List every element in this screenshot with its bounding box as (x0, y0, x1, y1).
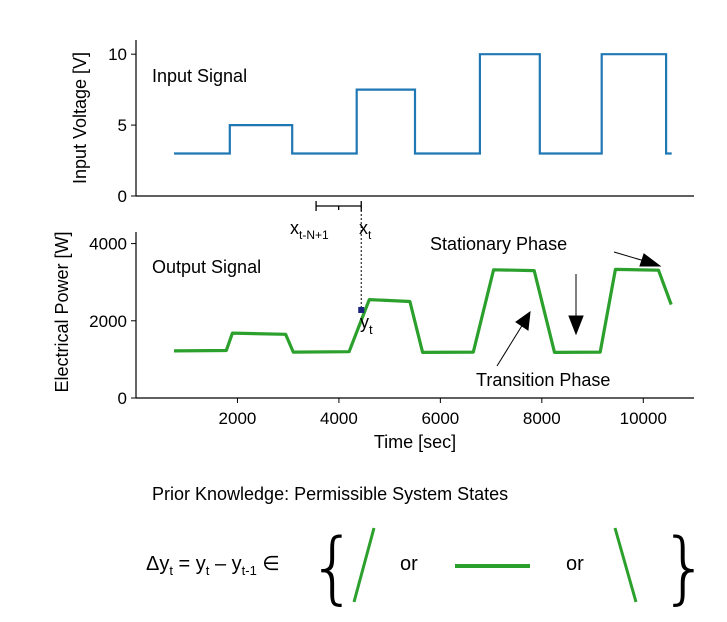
input-ytick-label: 5 (118, 116, 127, 135)
output-ytick-label: 4000 (89, 235, 127, 254)
window-start-label: xt-N+1 (290, 218, 329, 242)
input-ytick-label: 0 (118, 187, 127, 206)
output-xtick-label: 8000 (523, 409, 561, 428)
input-signal-chart: 0 5 10 Input Voltage [V] Input Signal (70, 40, 694, 206)
window-end-label: xt (359, 218, 372, 242)
output-signal-annotation: Output Signal (152, 257, 261, 277)
or-label-1: or (400, 553, 418, 575)
input-series-line (174, 53, 672, 155)
output-signal-chart: 0 2000 4000 2000 4000 6000 8000 10000 Electric… (52, 231, 694, 452)
output-ytick-label: 2000 (89, 312, 127, 331)
delta-formula: Δyt = yt – yt-1 ∈ (146, 553, 280, 578)
output-xtick-label: 2000 (219, 409, 257, 428)
left-brace: { (308, 523, 358, 613)
output-xtick-label: 4000 (320, 409, 358, 428)
falling-state-icon (613, 527, 638, 603)
output-xtick-label: 6000 (421, 409, 459, 428)
highlight-point-marker (358, 306, 365, 313)
arrowhead-stationary-down (568, 315, 584, 336)
output-series-line (173, 267, 673, 354)
transition-phase-label: Transition Phase (476, 370, 610, 390)
stationary-phase-label: Stationary Phase (430, 234, 567, 254)
output-y-ticks: 0 2000 4000 (89, 235, 136, 408)
input-signal-annotation: Input Signal (152, 66, 247, 86)
arrowhead-transition (515, 310, 531, 331)
arrow-transition (496, 323, 524, 367)
prior-knowledge: Prior Knowledge: Permissible System Stat… (146, 484, 710, 613)
output-xtick-label: 10000 (620, 409, 667, 428)
rising-state-icon (352, 527, 376, 603)
phase-arrows (496, 251, 662, 367)
output-ylabel: Electrical Power [W] (52, 231, 72, 392)
arrowhead-stationary-right (639, 253, 662, 267)
input-ytick-label: 10 (108, 45, 127, 64)
input-ylabel: Input Voltage [V] (70, 52, 90, 184)
output-ytick-label: 0 (118, 389, 127, 408)
input-y-ticks: 0 5 10 (108, 45, 136, 206)
right-brace: } (660, 523, 710, 613)
input-window-bracket: xt-N+1 xt (290, 201, 372, 307)
output-xlabel: Time [sec] (374, 432, 456, 452)
or-label-2: or (566, 553, 584, 575)
highlight-point-label: yt (360, 312, 373, 337)
output-x-ticks: 2000 4000 6000 8000 10000 (219, 398, 667, 428)
prior-knowledge-title: Prior Knowledge: Permissible System Stat… (152, 484, 508, 504)
